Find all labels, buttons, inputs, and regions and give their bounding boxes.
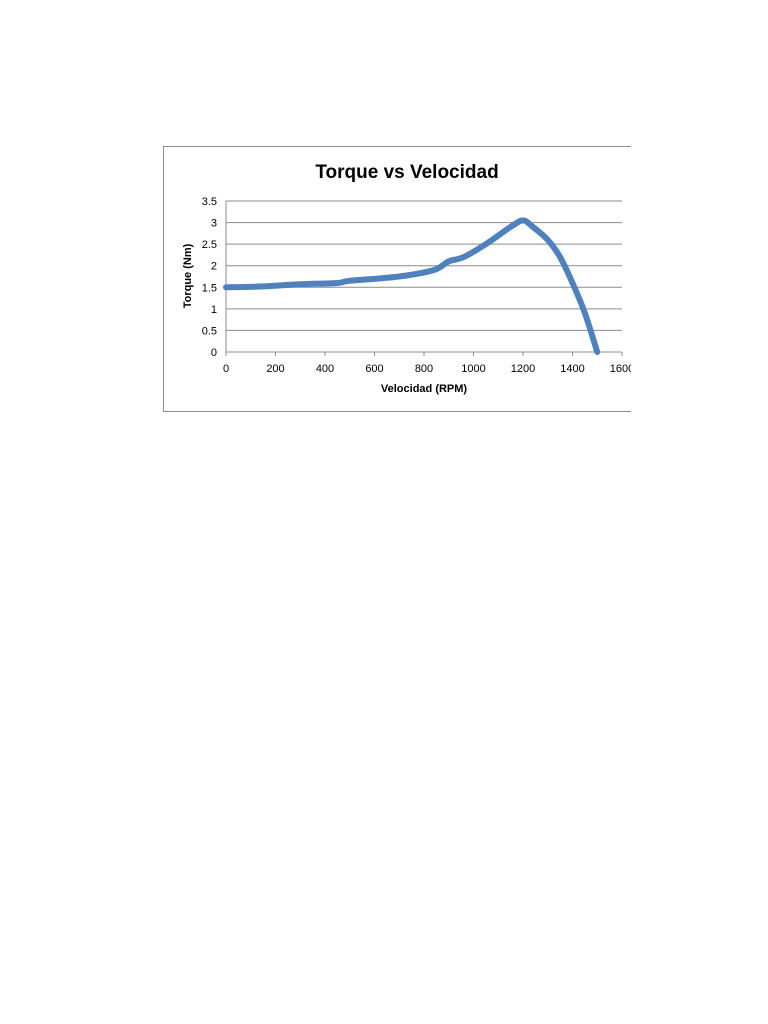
- y-tick-labels: 0 0.5 1 1.5 2 2.5 3 3.5: [202, 196, 217, 359]
- x-tick-label: 400: [316, 363, 334, 375]
- x-tick-label: 200: [266, 363, 284, 375]
- x-tick-label: 1400: [560, 363, 584, 375]
- x-tick-label: 1200: [511, 363, 535, 375]
- x-tick-label: 1600: [610, 363, 631, 375]
- chart-frame: Torque vs Velocidad 0 0.5 1 1.5 2 2.5 3 3.5 0 20…: [163, 146, 631, 412]
- y-tick-label: 0: [211, 347, 217, 359]
- gridlines: [225, 200, 623, 356]
- x-tick-label: 800: [415, 363, 433, 375]
- chart-title: Torque vs Velocidad: [315, 162, 498, 183]
- y-tick-label: 3: [211, 218, 217, 230]
- x-tick-label: 0: [223, 363, 229, 375]
- y-tick-label: 1.5: [202, 282, 217, 294]
- y-axis-title: Torque (Nm): [182, 243, 194, 308]
- y-tick-label: 2: [211, 261, 217, 273]
- x-tick-label: 1000: [461, 363, 485, 375]
- y-tick-label: 2.5: [202, 239, 217, 251]
- y-tick-label: 1: [211, 304, 217, 316]
- y-tick-label: 3.5: [202, 196, 217, 208]
- x-tick-label: 600: [365, 363, 383, 375]
- x-tick-labels: 0 200 400 600 800 1000 1200 1400 1600: [223, 363, 631, 375]
- series-line: [223, 217, 601, 355]
- x-axis-title: Velocidad (RPM): [381, 383, 468, 395]
- y-tick-label: 0.5: [202, 325, 217, 337]
- torque-chart: Torque vs Velocidad 0 0.5 1 1.5 2 2.5 3 3.5 0 20…: [182, 162, 631, 395]
